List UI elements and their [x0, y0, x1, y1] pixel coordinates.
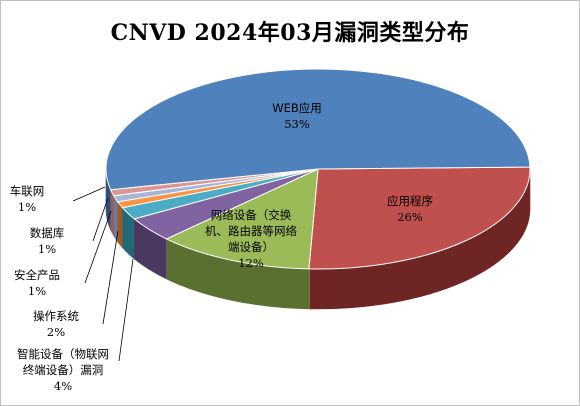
- slice-2-label: 网络设备（交换机、路由器等网络端设备）: [205, 208, 297, 254]
- slice-7-percent: 1%: [18, 200, 36, 214]
- slice-6-percent: 1%: [38, 242, 56, 256]
- slice-2-percent: 12%: [238, 256, 264, 270]
- pie-side-7: [110, 189, 115, 237]
- pie-slice-0: [105, 68, 531, 191]
- leader-line-7: [72, 186, 106, 202]
- leader-line-4: [102, 230, 119, 325]
- slice-0-percent: 53%: [284, 117, 310, 131]
- slice-1-percent: 26%: [397, 210, 423, 224]
- leader-line-3: [118, 258, 134, 362]
- slice-3-percent: 4%: [54, 379, 72, 393]
- slice-6-label: 数据库: [30, 226, 65, 240]
- slice-4-percent: 2%: [47, 325, 65, 339]
- pie-labels: WEB应用 53% 应用程序 26% 网络设备（交换机、路由器等网络端设备） 12% 智能设…: [10, 101, 433, 393]
- slice-4-label: 操作系统: [33, 309, 79, 323]
- slice-5-percent: 1%: [28, 284, 46, 298]
- leader-line-5: [84, 210, 112, 284]
- slice-0-label: WEB应用: [272, 101, 322, 115]
- pie-top-faces: [105, 68, 531, 270]
- slice-3-label: 智能设备（物联网终端设备）漏洞: [17, 347, 109, 377]
- leader-line-6: [92, 197, 109, 242]
- pie-side-5: [117, 201, 123, 249]
- pie-slice-2: [165, 168, 319, 270]
- chart-title: CNVD 2024年03月漏洞类型分布: [110, 20, 470, 46]
- pie-slice-1: [308, 166, 531, 270]
- slice-5-label: 安全产品: [14, 268, 60, 282]
- slice-7-label: 车联网: [10, 184, 45, 198]
- slice-1-label: 应用程序: [387, 194, 433, 208]
